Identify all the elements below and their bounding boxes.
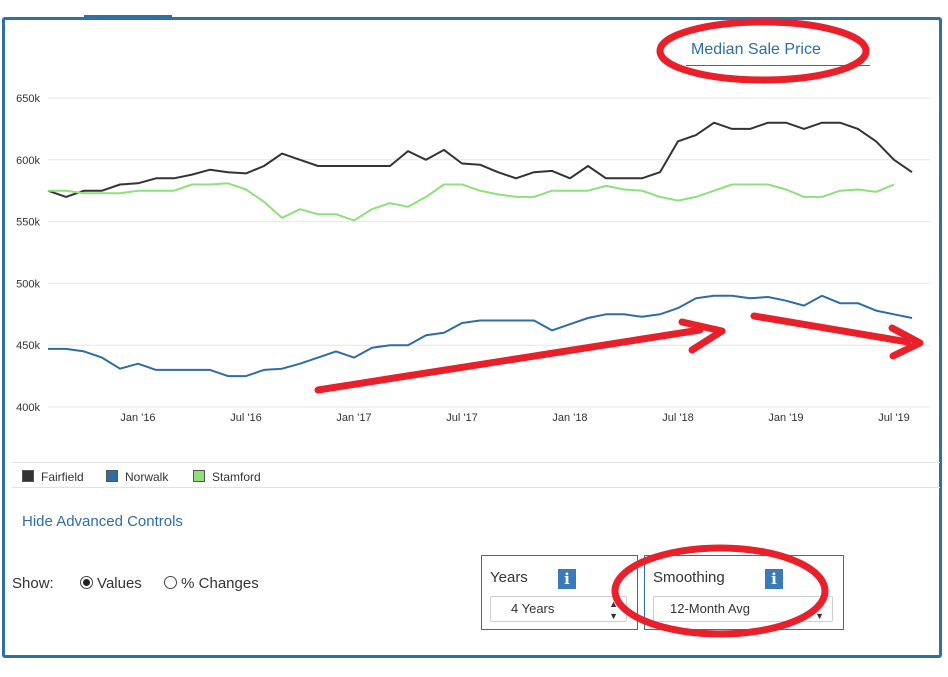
series-line-norwalk [48,294,913,378]
legend-swatch-norwalk [106,470,118,482]
legend-label: Stamford [212,470,261,484]
smoothing-control: Smoothing i 12-Month Avg ▲ ▼ [644,555,844,630]
changes-radio[interactable] [164,576,178,589]
smoothing-label: Smoothing [653,569,725,586]
years-select-value: 4 Years [511,601,555,616]
x-tick-label: Jul '17 [446,412,477,424]
top-tab-indicator [84,15,172,18]
legend-swatch-fairfield [22,470,34,482]
show-row: Show: Values % Changes [12,575,259,592]
legend-item-fairfield[interactable]: Fairfield [22,470,84,483]
x-tick-label: Jul '19 [878,412,909,424]
x-tick-label: Jan '18 [552,412,587,424]
chart-panel [2,17,942,658]
info-icon[interactable]: i [558,569,576,589]
y-tick-label: 650k [16,93,40,105]
smoothing-select-value: 12-Month Avg [670,601,750,616]
select-arrows-icon: ▲ ▼ [609,599,618,621]
line-chart: 400k 450k 500k 550k 600k 650k Jan '16 Jul '16 Ja… [16,93,930,424]
legend: Fairfield Norwalk Stamford [12,462,940,488]
show-label: Show: [12,575,54,592]
y-tick-label: 450k [16,340,40,352]
legend-swatch-stamford [193,470,205,482]
x-tick-label: Jan '16 [120,412,155,424]
x-tick-label: Jul '16 [230,412,261,424]
y-tick-label: 550k [16,217,40,229]
years-select[interactable]: 4 Years ▲ ▼ [490,596,627,622]
x-tick-label: Jan '17 [336,412,371,424]
legend-item-stamford[interactable]: Stamford [193,470,261,483]
select-arrows-icon: ▲ ▼ [815,599,824,621]
y-tick-label: 600k [16,155,40,167]
values-label: Values [97,575,142,592]
values-radio[interactable] [80,576,94,589]
legend-item-norwalk[interactable]: Norwalk [106,470,168,483]
y-tick-label: 500k [16,278,40,290]
legend-label: Norwalk [125,470,169,484]
series-line-fairfield [47,121,913,198]
x-tick-label: Jul '18 [662,412,693,424]
legend-label: Fairfield [41,470,84,484]
smoothing-select[interactable]: 12-Month Avg ▲ ▼ [653,596,833,622]
changes-label: % Changes [181,575,259,592]
years-control: Years i 4 Years ▲ ▼ [481,555,638,630]
y-tick-label: 400k [16,402,40,414]
info-icon[interactable]: i [765,569,783,589]
x-tick-label: Jan '19 [768,412,803,424]
series-line-stamford [48,182,895,222]
years-label: Years [490,569,528,586]
hide-advanced-controls-link[interactable]: Hide Advanced Controls [22,513,183,530]
